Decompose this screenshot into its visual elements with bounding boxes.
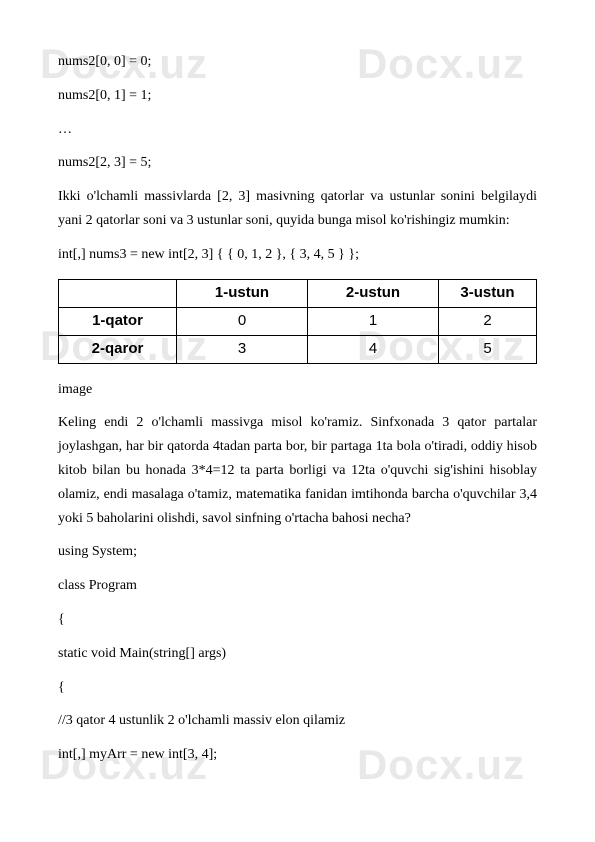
table-cell: 5 (439, 335, 537, 363)
code-line: //3 qator 4 ustunlik 2 o'lchamli massiv … (58, 709, 537, 733)
code-line: class Program (58, 574, 537, 598)
table-header-cell: 1-ustun (177, 279, 308, 307)
code-line: { (58, 676, 537, 700)
table-row: 2-qaror 3 4 5 (59, 335, 537, 363)
table-cell: 1 (308, 307, 439, 335)
table-cell: 3 (177, 335, 308, 363)
code-line: static void Main(string[] args) (58, 642, 537, 666)
table-cell: 4 (308, 335, 439, 363)
data-table: 1-ustun 2-ustun 3-ustun 1-qator 0 1 2 2-… (58, 279, 537, 364)
code-line: nums2[0, 1] = 1; (58, 84, 537, 108)
text: Ikki o'lchamli massivlarda [2, 3] masivn… (58, 189, 537, 204)
image-caption: image (58, 378, 537, 402)
table-cell: 0 (177, 307, 308, 335)
table-header-cell: 3-ustun (439, 279, 537, 307)
code-line: … (58, 118, 537, 142)
table-cell: 1-qator (59, 307, 177, 335)
code-line: nums2[0, 0] = 0; (58, 50, 537, 74)
code-line: nums2[2, 3] = 5; (58, 151, 537, 175)
table-header-row: 1-ustun 2-ustun 3-ustun (59, 279, 537, 307)
table-header-cell: 2-ustun (308, 279, 439, 307)
code-line: { (58, 608, 537, 632)
table-cell: 2 (439, 307, 537, 335)
paragraph: Ikki o'lchamli massivlarda [2, 3] masivn… (58, 185, 537, 233)
page-content: nums2[0, 0] = 0; nums2[0, 1] = 1; … nums… (58, 50, 537, 767)
table-row: 1-qator 0 1 2 (59, 307, 537, 335)
paragraph: Keling endi 2 o'lchamli massivga misol k… (58, 411, 537, 530)
code-line: int[,] myArr = new int[3, 4]; (58, 743, 537, 767)
code-line: int[,] nums3 = new int[2, 3] { { 0, 1, 2… (58, 243, 537, 267)
table-cell: 2-qaror (59, 335, 177, 363)
table-header-cell (59, 279, 177, 307)
text: yani 2 qatorlar soni va 3 ustunlar soni,… (58, 213, 510, 228)
code-line: using System; (58, 540, 537, 564)
